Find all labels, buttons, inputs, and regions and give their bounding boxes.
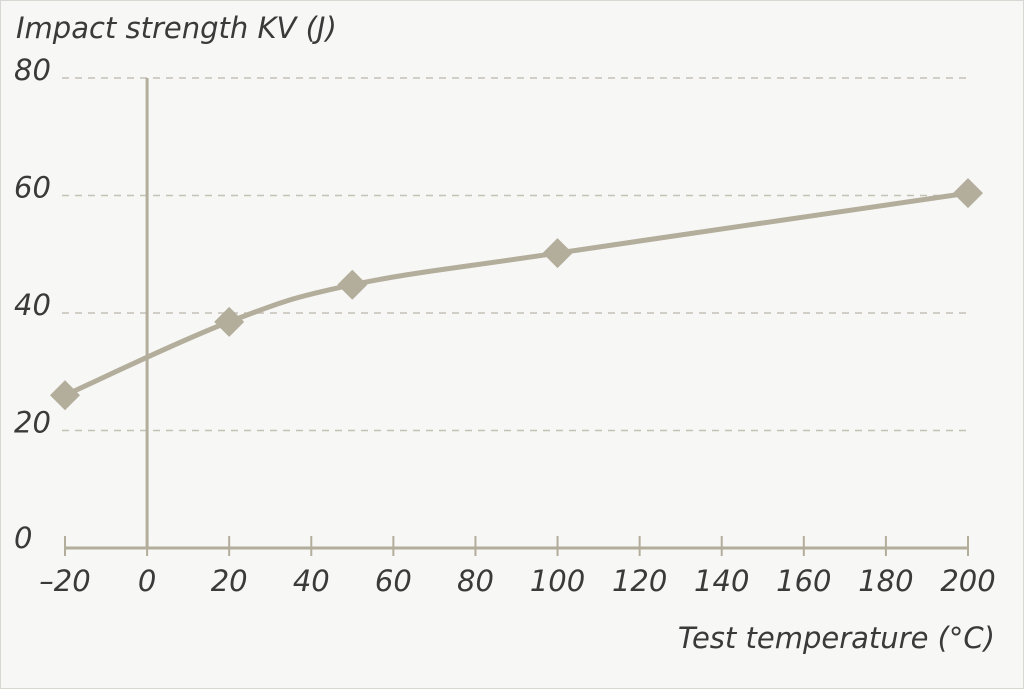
x-tick-label-60: 60 [375, 564, 412, 598]
grid-lines [62, 77, 972, 432]
x-tick-label-120: 120 [612, 564, 667, 598]
data-point-200 [953, 178, 983, 209]
x-tick-label-140: 140 [694, 564, 749, 598]
x-tick-label-80: 80 [457, 564, 494, 598]
data-series [50, 178, 983, 411]
data-point-20 [214, 306, 245, 337]
series-line-0 [62, 190, 971, 398]
tick-marks [64, 536, 969, 556]
x-tick-label-180: 180 [858, 564, 913, 598]
y-axis-title: Impact strength KV (J) [16, 11, 337, 45]
x-tick-label-160: 160 [776, 564, 831, 598]
x-tick-label--20: –20 [39, 564, 90, 598]
y-tick-label-0: 0 [14, 521, 32, 555]
y-tick-label-60: 60 [14, 171, 51, 205]
axes [65, 78, 968, 550]
x-tick-label-100: 100 [530, 564, 585, 598]
y-tick-label-80: 80 [14, 53, 51, 87]
x-tick-label-200: 200 [940, 564, 995, 598]
data-point--20 [50, 380, 80, 411]
x-tick-label-40: 40 [293, 564, 330, 598]
x-tick-label-20: 20 [211, 564, 248, 598]
x-axis-title: Test temperature (°C) [678, 621, 995, 655]
data-point-100 [542, 238, 573, 269]
y-tick-label-40: 40 [14, 288, 51, 322]
y-tick-label-20: 20 [14, 406, 51, 440]
x-tick-label-0: 0 [138, 564, 156, 598]
data-point-50 [337, 269, 368, 300]
